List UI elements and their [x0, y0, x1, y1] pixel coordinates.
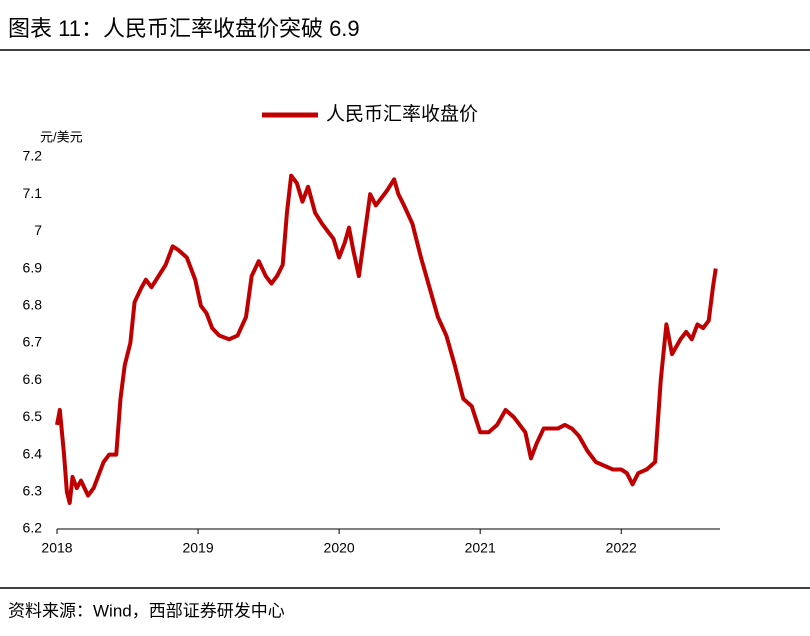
x-tick-label: 2019 — [182, 540, 213, 556]
x-tick-label: 2022 — [606, 540, 637, 556]
y-axis-unit: 元/美元 — [40, 129, 83, 144]
source-note: 资料来源：Wind，西部证券研发中心 — [8, 601, 285, 620]
page-title: 图表 11：人民币汇率收盘价突破 6.9 — [8, 16, 360, 41]
y-tick-label: 6.4 — [23, 445, 43, 461]
y-tick-label: 6.6 — [23, 371, 43, 387]
legend-label: 人民币汇率收盘价 — [326, 103, 478, 125]
x-tick-label: 2020 — [324, 540, 355, 556]
y-tick-label: 7 — [34, 222, 42, 238]
y-tick-label: 7.1 — [23, 185, 43, 201]
y-tick-label: 7.2 — [23, 148, 43, 164]
y-tick-label: 6.8 — [23, 297, 43, 313]
y-tick-label: 6.5 — [23, 408, 43, 424]
y-tick-label: 6.9 — [23, 259, 43, 275]
y-tick-label: 6.2 — [23, 520, 43, 536]
y-tick-label: 6.3 — [23, 483, 43, 499]
x-tick-label: 2021 — [465, 540, 496, 556]
series-line — [55, 173, 718, 505]
y-tick-label: 6.7 — [23, 334, 43, 350]
x-tick-label: 2018 — [41, 540, 72, 556]
